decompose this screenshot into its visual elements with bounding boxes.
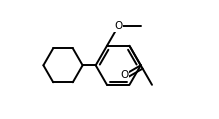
Text: O: O: [120, 70, 128, 80]
Text: O: O: [114, 21, 122, 31]
